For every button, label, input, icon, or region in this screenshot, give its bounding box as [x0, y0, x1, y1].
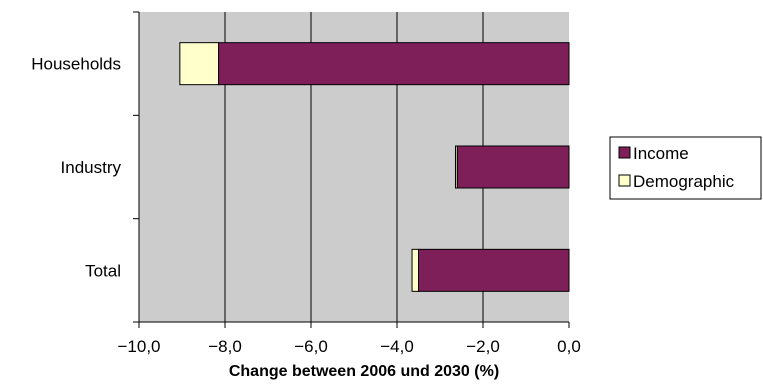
bar-households-demographic — [179, 42, 220, 86]
category-label: Households — [31, 55, 121, 74]
x-tick-label: −8,0 — [208, 337, 242, 356]
x-tick-label: −6,0 — [294, 337, 328, 356]
legend-swatch-income — [618, 146, 631, 159]
legend-label-demographic: Demographic — [633, 172, 735, 191]
bar-total-demographic — [411, 248, 419, 292]
category-label: Industry — [61, 158, 122, 177]
x-tick-label: −4,0 — [380, 337, 414, 356]
x-tick-label: −10,0 — [117, 337, 160, 356]
category-label: Total — [85, 261, 121, 280]
x-tick-labels: −10,0 −8,0 −6,0 −4,0 −2,0 0,0 — [117, 337, 580, 356]
legend-box — [609, 136, 762, 200]
axes — [133, 11, 570, 328]
x-tick-label: 0,0 — [557, 337, 581, 356]
legend: Income Demographic — [609, 136, 762, 200]
bars — [179, 42, 570, 292]
legend-swatch-demographic — [618, 174, 631, 187]
x-axis-title: Change between 2006 und 2030 (%) — [229, 363, 499, 380]
bar-total-income — [418, 248, 570, 292]
bar-industry-demographic — [454, 145, 458, 189]
category-labels: Households Industry Total — [31, 55, 121, 281]
bar-industry-income — [456, 145, 570, 189]
x-tick-label: −2,0 — [466, 337, 500, 356]
legend-label-income: Income — [633, 144, 689, 163]
bar-households-income — [218, 42, 570, 86]
